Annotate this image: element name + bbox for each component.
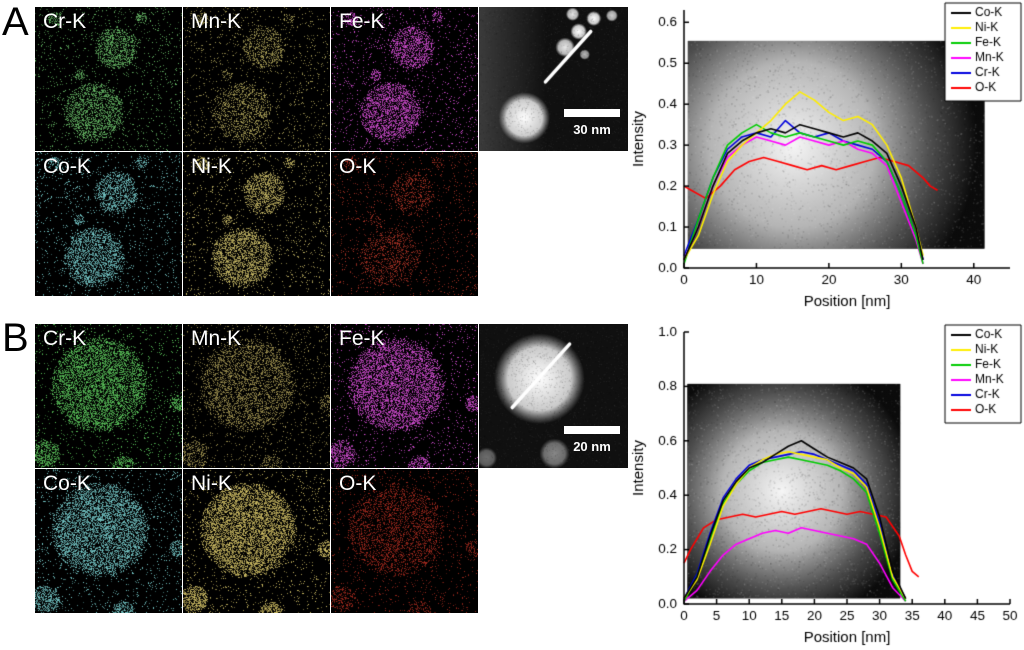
panel-b-map-co-k: Co-K xyxy=(35,469,182,613)
line-profile-chart-a xyxy=(628,0,1024,314)
map-label: Mn-K xyxy=(191,327,241,351)
panel-b-map-ni-k: Ni-K xyxy=(183,469,330,613)
panel-a-map-o-k: O-K xyxy=(331,152,478,296)
panel-b-map-fe-k: Fe-K xyxy=(331,324,478,468)
panel-a-map-mn-k: Mn-K xyxy=(183,7,330,151)
panel-a-map-co-k: Co-K xyxy=(35,152,182,296)
map-label: O-K xyxy=(339,155,376,179)
map-label: Cr-K xyxy=(43,10,86,34)
map-label: Co-K xyxy=(43,155,91,179)
map-label: Ni-K xyxy=(191,472,232,496)
panel-b-stem-image: 20 nm xyxy=(479,324,630,468)
map-label: Fe-K xyxy=(339,10,385,34)
panel-a-label: A xyxy=(2,2,29,42)
panel-a-map-ni-k: Ni-K xyxy=(183,152,330,296)
map-label: Ni-K xyxy=(191,155,232,179)
scale-bar-label: 30 nm xyxy=(564,122,620,137)
map-label: Mn-K xyxy=(191,10,241,34)
panel-b-map-o-k: O-K xyxy=(331,469,478,613)
line-profile-chart-b xyxy=(628,322,1024,650)
scale-bar-label: 20 nm xyxy=(564,439,620,454)
map-label: Cr-K xyxy=(43,327,86,351)
panel-b-label: B xyxy=(2,318,29,358)
scale-bar xyxy=(564,426,620,434)
map-label: Co-K xyxy=(43,472,91,496)
panel-a-map-cr-k: Cr-K xyxy=(35,7,182,151)
panel-a-stem-image: 30 nm xyxy=(479,7,630,151)
panel-b-map-cr-k: Cr-K xyxy=(35,324,182,468)
map-label: O-K xyxy=(339,472,376,496)
figure-eds-maps-and-profiles: A Cr-K Mn-K Fe-K 30 nm Co-K Ni-K O-K B C… xyxy=(0,0,1024,650)
panel-a-map-fe-k: Fe-K xyxy=(331,7,478,151)
scale-bar xyxy=(564,109,620,117)
panel-b-map-mn-k: Mn-K xyxy=(183,324,330,468)
map-label: Fe-K xyxy=(339,327,385,351)
